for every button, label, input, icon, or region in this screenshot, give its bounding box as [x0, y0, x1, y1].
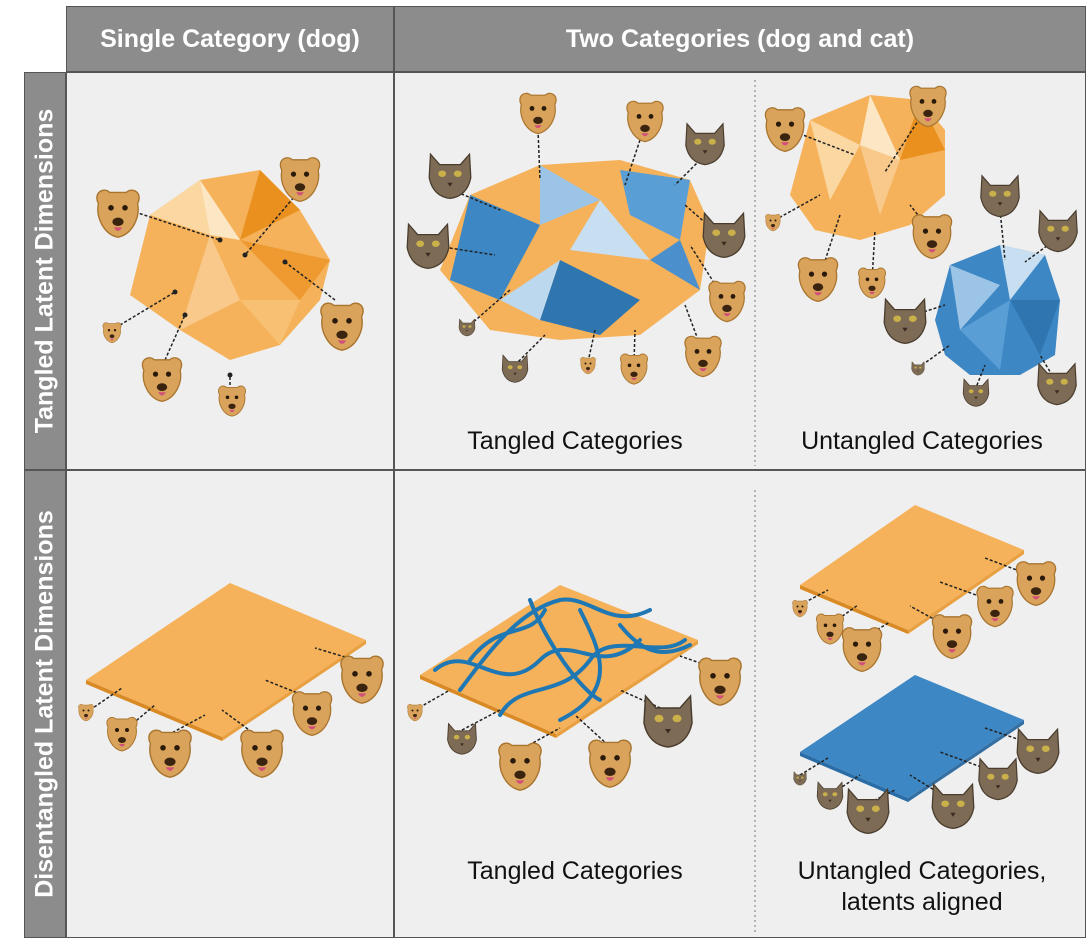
- row-header-tangled: Tangled Latent Dimensions: [24, 72, 66, 470]
- column-header-two-categories: Two Categories (dog and cat): [394, 6, 1086, 72]
- column-header-single-category: Single Category (dog): [66, 6, 394, 72]
- caption-top-untangled: Untangled Categories: [801, 427, 1043, 455]
- crumpled-manifold-icon: [935, 245, 1060, 375]
- caption-bottom-untangled: Untangled Categories, latents aligned: [762, 856, 1082, 918]
- flat-manifold-icon: [420, 585, 698, 738]
- caption-top-tangled: Tangled Categories: [467, 427, 683, 455]
- caption-bottom-untangled-line1: Untangled Categories,: [797, 857, 1047, 885]
- caption-bottom-untangled-line2: latents aligned: [841, 888, 1003, 916]
- crumpled-manifold-icon: [790, 95, 945, 240]
- flat-manifold-icon: [86, 583, 366, 741]
- crumpled-manifold-icon: [130, 170, 330, 360]
- crumpled-manifold-icon: [440, 160, 710, 340]
- caption-bottom-tangled: Tangled Categories: [467, 857, 683, 885]
- row-header-disentangled: Disentangled Latent Dimensions: [24, 470, 66, 938]
